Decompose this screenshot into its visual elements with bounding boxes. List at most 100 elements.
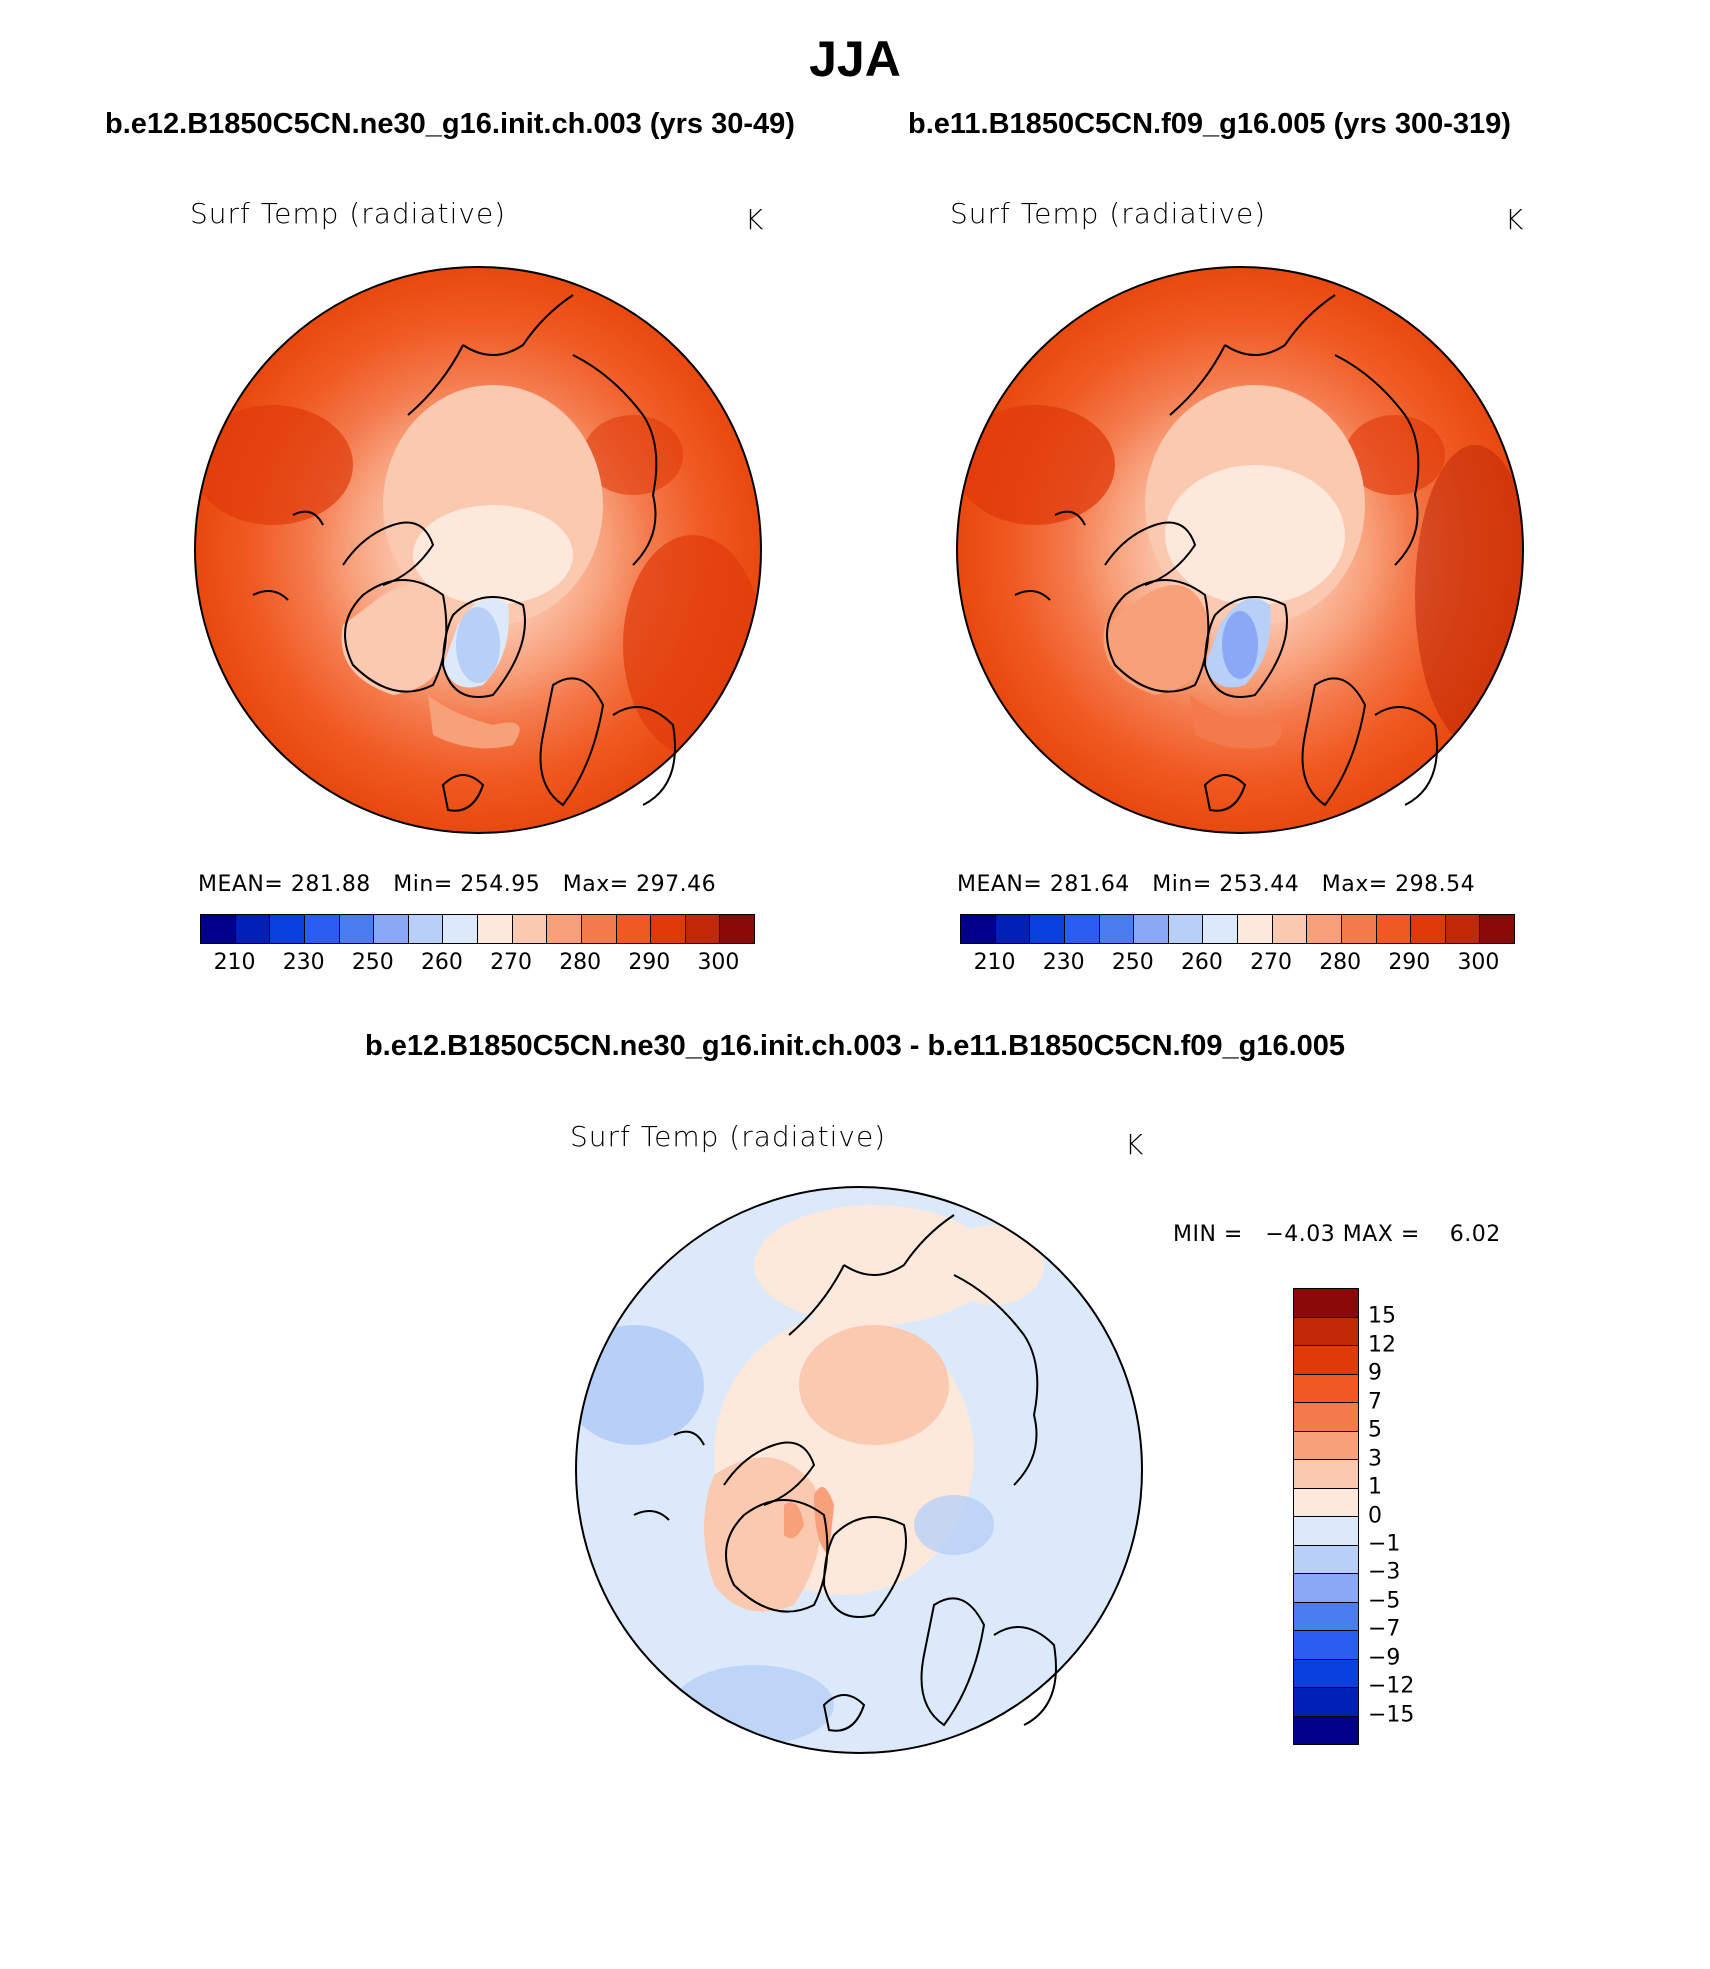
left-min-value: 254.95 — [460, 872, 541, 897]
colorbar-tick-label: 210 — [213, 950, 256, 975]
diff-colorbar — [1293, 1288, 1359, 1745]
left-max-value: 297.46 — [636, 872, 717, 897]
right-units-label: K — [1505, 203, 1525, 236]
colorbar-tick-label: −7 — [1368, 1616, 1401, 1642]
colorbar-swatch — [1480, 915, 1514, 943]
difference-polar-map — [575, 1186, 1143, 1754]
colorbar-tick-label: 7 — [1368, 1389, 1382, 1415]
diff-units-label: K — [1125, 1128, 1145, 1161]
left-mean-value: 281.88 — [290, 872, 371, 897]
colorbar-swatch — [1099, 915, 1135, 943]
page-title: JJA — [809, 31, 901, 87]
colorbar-swatch — [1134, 915, 1169, 943]
colorbar-swatch — [1341, 915, 1377, 943]
right-min-value: 253.44 — [1219, 872, 1300, 897]
colorbar-tick-label: 270 — [490, 950, 533, 975]
left-variable-label: Surf Temp (radiative) — [190, 197, 507, 230]
colorbar-swatch — [1294, 1574, 1358, 1603]
colorbar-swatch — [1294, 1403, 1358, 1432]
colorbar-tick-label: 1 — [1368, 1474, 1382, 1500]
colorbar-swatch — [1294, 1517, 1358, 1546]
colorbar-tick-label: −1 — [1368, 1531, 1401, 1557]
colorbar-swatch — [1294, 1289, 1358, 1318]
colorbar-swatch — [547, 915, 582, 943]
colorbar-swatch — [235, 915, 271, 943]
colorbar-tick-label: 300 — [697, 950, 740, 975]
colorbar-swatch — [581, 915, 617, 943]
colorbar-tick-label: 3 — [1368, 1446, 1382, 1472]
right-colorbar — [960, 914, 1515, 944]
left-units-label: K — [745, 203, 765, 236]
colorbar-tick-label: 250 — [1111, 950, 1154, 975]
colorbar-tick-label: 280 — [559, 950, 602, 975]
colorbar-tick-label: −9 — [1368, 1645, 1401, 1671]
right-case-title: b.e11.B1850C5CN.f09_g16.005 (yrs 300-319… — [908, 108, 1511, 140]
colorbar-swatch — [1294, 1460, 1358, 1489]
colorbar-tick-label: 9 — [1368, 1360, 1382, 1386]
colorbar-swatch — [1294, 1374, 1358, 1403]
colorbar-swatch — [1294, 1602, 1358, 1631]
colorbar-swatch — [408, 915, 444, 943]
colorbar-swatch — [1203, 915, 1238, 943]
diff-variable-label: Surf Temp (radiative) — [570, 1120, 887, 1153]
left-colorbar — [200, 914, 755, 944]
diff-max-value: 6.02 — [1449, 1222, 1501, 1247]
colorbar-swatch — [1294, 1545, 1358, 1574]
colorbar-swatch — [1294, 1659, 1358, 1688]
colorbar-tick-label: −15 — [1368, 1702, 1415, 1728]
colorbar-swatch — [1030, 915, 1065, 943]
colorbar-swatch — [304, 915, 340, 943]
colorbar-tick-label: 290 — [1388, 950, 1431, 975]
colorbar-tick-label: 5 — [1368, 1417, 1382, 1443]
colorbar-tick-label: 230 — [282, 950, 325, 975]
right-stats: MEAN= 281.64 Min= 253.44 Max= 298.54 — [957, 872, 1476, 897]
colorbar-swatch — [1294, 1631, 1358, 1660]
colorbar-swatch — [374, 915, 409, 943]
left-colorbar-ticks: 210 230 250 260 270 280 290 300 — [200, 950, 753, 980]
diff-min-max: MIN = −4.03 MAX = 6.02 — [1173, 1222, 1501, 1247]
colorbar-swatch — [1064, 915, 1100, 943]
right-variable-label: Surf Temp (radiative) — [950, 197, 1267, 230]
colorbar-swatch — [1272, 915, 1308, 943]
colorbar-swatch — [1307, 915, 1342, 943]
colorbar-swatch — [1376, 915, 1412, 943]
colorbar-tick-label: 250 — [351, 950, 394, 975]
colorbar-tick-label: 210 — [973, 950, 1016, 975]
colorbar-tick-label: 270 — [1250, 950, 1293, 975]
left-polar-map — [194, 266, 762, 834]
colorbar-swatch — [685, 915, 721, 943]
colorbar-swatch — [1294, 1431, 1358, 1460]
right-colorbar-ticks: 210 230 250 260 270 280 290 300 — [960, 950, 1513, 980]
colorbar-swatch — [1411, 915, 1446, 943]
colorbar-tick-label: 300 — [1457, 950, 1500, 975]
left-case-title: b.e12.B1850C5CN.ne30_g16.init.ch.003 (yr… — [105, 108, 795, 140]
colorbar-swatch — [512, 915, 548, 943]
colorbar-swatch — [616, 915, 652, 943]
colorbar-swatch — [1168, 915, 1204, 943]
colorbar-swatch — [651, 915, 686, 943]
difference-title: b.e12.B1850C5CN.ne30_g16.init.ch.003 - b… — [364, 1030, 1346, 1062]
right-polar-map — [956, 266, 1524, 834]
colorbar-swatch — [270, 915, 305, 943]
colorbar-tick-label: 280 — [1319, 950, 1362, 975]
colorbar-tick-label: 15 — [1368, 1303, 1396, 1329]
colorbar-swatch — [995, 915, 1031, 943]
colorbar-swatch — [720, 915, 754, 943]
diff-min-value: −4.03 — [1265, 1222, 1336, 1247]
colorbar-swatch — [1294, 1688, 1358, 1717]
colorbar-swatch — [1238, 915, 1273, 943]
left-stats: MEAN= 281.88 Min= 254.95 Max= 297.46 — [198, 872, 717, 897]
colorbar-tick-label: −3 — [1368, 1559, 1401, 1585]
colorbar-tick-label: 12 — [1368, 1332, 1396, 1358]
colorbar-swatch — [1294, 1488, 1358, 1517]
right-mean-value: 281.64 — [1049, 872, 1130, 897]
colorbar-tick-label: 260 — [1180, 950, 1223, 975]
colorbar-swatch — [1445, 915, 1481, 943]
colorbar-tick-label: 230 — [1042, 950, 1085, 975]
colorbar-swatch — [961, 915, 996, 943]
right-max-value: 298.54 — [1395, 872, 1476, 897]
colorbar-swatch — [339, 915, 375, 943]
colorbar-swatch — [201, 915, 236, 943]
colorbar-tick-label: 290 — [628, 950, 671, 975]
colorbar-swatch — [1294, 1346, 1358, 1375]
